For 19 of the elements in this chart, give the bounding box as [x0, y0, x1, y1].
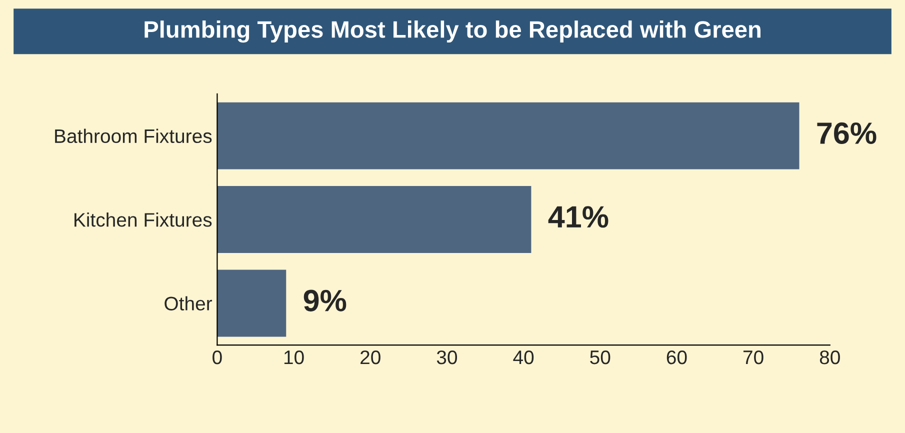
x-tick-label: 70	[743, 350, 764, 364]
data-label: 9%	[304, 290, 346, 312]
y-tick-label: Kitchen Fixtures	[74, 212, 212, 227]
x-tick-label: 60	[666, 350, 687, 364]
y-tick-label: Bathroom Fixtures	[55, 128, 212, 144]
x-tick-label: 0	[212, 350, 222, 364]
bar	[217, 270, 286, 337]
chart-title: Plumbing Types Most Likely to be Replaced with Green	[144, 20, 760, 43]
bar	[217, 102, 800, 170]
x-tick-label: 40	[513, 350, 534, 364]
x-tick-label: 20	[360, 350, 380, 364]
x-tick-label: 80	[820, 350, 840, 364]
x-tick-label: 30	[436, 350, 458, 364]
x-tick-label: 50	[590, 350, 610, 364]
y-tick-label: Other	[164, 296, 212, 310]
data-label: 41%	[548, 206, 608, 228]
x-tick-label: 10	[284, 350, 304, 364]
data-label: 76%	[817, 122, 876, 144]
bar	[217, 186, 532, 254]
